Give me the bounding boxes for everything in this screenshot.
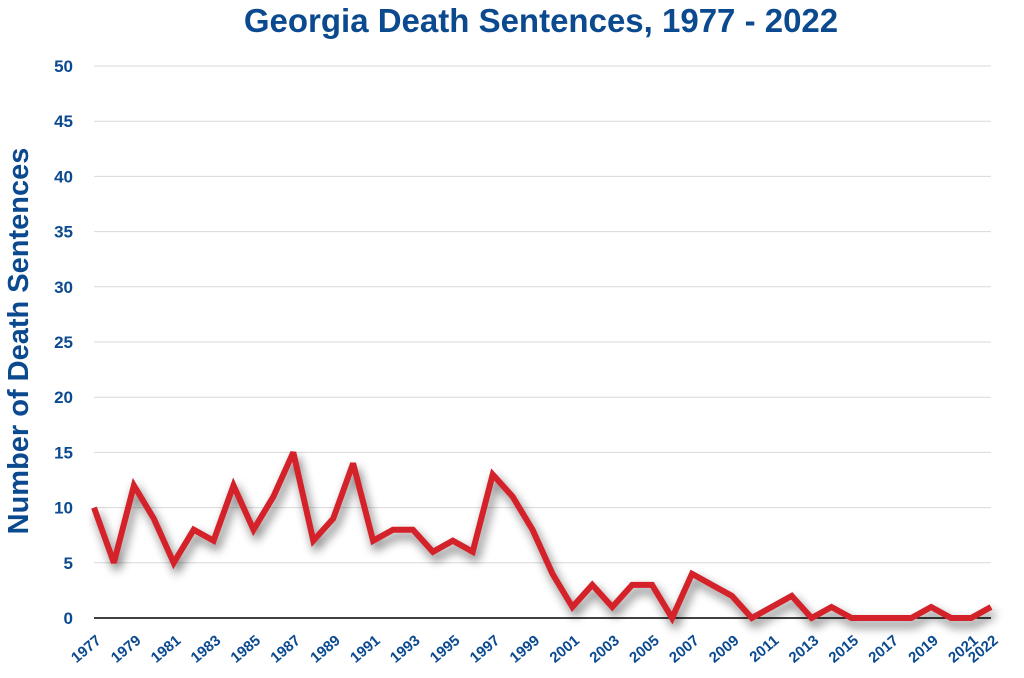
gridlines — [94, 65, 991, 564]
y-tick-label: 20 — [54, 388, 73, 407]
x-tick-label: 1983 — [188, 632, 224, 666]
y-axis-label: Number of Death Sentences — [3, 148, 35, 535]
x-tick-label: 1999 — [507, 632, 543, 666]
x-tick-label: 2009 — [706, 632, 742, 666]
series-line — [91, 451, 993, 625]
y-tick-label: 25 — [54, 333, 73, 352]
x-tick-label: 1991 — [347, 632, 383, 666]
y-tick-label: 0 — [64, 609, 73, 628]
x-tick-label: 2011 — [746, 632, 782, 666]
x-tick-label: 2015 — [826, 632, 862, 666]
y-tick-label: 40 — [54, 167, 73, 186]
y-axis-ticks: 0 5 10 15 20 25 30 35 40 45 50 — [54, 57, 73, 628]
x-axis-ticks: 1977 1979 1981 1983 1985 1987 1989 1991 1993 1995… — [68, 632, 1001, 666]
y-tick-label: 45 — [54, 112, 73, 131]
x-tick-label: 1989 — [307, 632, 343, 666]
x-tick-label: 1981 — [148, 632, 184, 666]
x-tick-label: 1985 — [228, 632, 264, 666]
x-tick-label: 2013 — [786, 632, 822, 666]
x-tick-label: 1979 — [108, 632, 144, 666]
x-tick-label: 2007 — [666, 632, 702, 666]
series-layer — [91, 451, 993, 625]
y-tick-label: 10 — [54, 499, 73, 518]
y-tick-label: 35 — [54, 223, 73, 242]
y-tick-label: 30 — [54, 278, 73, 297]
x-tick-label: 1997 — [467, 632, 503, 666]
y-tick-label: 5 — [64, 554, 73, 573]
x-tick-label: 1993 — [387, 632, 423, 666]
y-tick-label: 15 — [54, 443, 73, 462]
x-tick-label: 2005 — [626, 632, 662, 666]
x-tick-label: 1977 — [68, 632, 104, 666]
y-tick-label: 50 — [54, 57, 73, 76]
chart-title: Georgia Death Sentences, 1977 - 2022 — [244, 2, 838, 39]
x-tick-label: 1987 — [267, 632, 303, 666]
x-tick-label: 1995 — [427, 632, 463, 666]
x-tick-label: 2001 — [546, 632, 582, 666]
x-tick-label: 2003 — [586, 632, 622, 666]
x-tick-label: 2017 — [865, 632, 901, 666]
x-tick-label: 2019 — [905, 632, 941, 666]
